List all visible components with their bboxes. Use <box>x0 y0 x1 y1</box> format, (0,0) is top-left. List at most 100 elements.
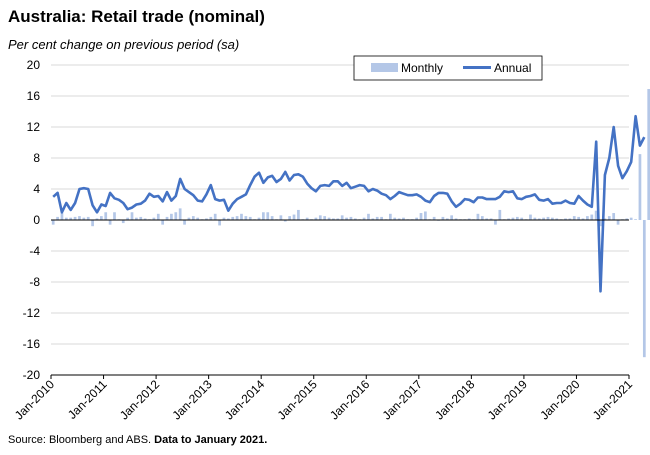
monthly-bar <box>629 217 633 220</box>
x-tick-label: Jan-2012 <box>117 377 163 423</box>
monthly-bar <box>603 218 607 220</box>
monthly-bar <box>292 214 296 220</box>
monthly-bar <box>178 208 182 220</box>
monthly-bar <box>222 217 226 220</box>
monthly-bar <box>494 220 497 225</box>
monthly-bar <box>367 213 370 220</box>
y-tick-label: -4 <box>29 244 40 258</box>
monthly-bar <box>244 216 248 220</box>
monthly-bar <box>73 216 77 220</box>
monthly-bar <box>156 213 160 220</box>
monthly-bar <box>353 218 357 220</box>
monthly-bar <box>515 216 519 220</box>
monthly-bar <box>594 210 598 220</box>
monthly-bar <box>362 217 366 220</box>
y-tick-label: 0 <box>33 213 40 227</box>
x-tick-label: Jan-2010 <box>12 377 58 423</box>
x-tick-label: Jan-2018 <box>432 377 478 423</box>
monthly-bar <box>489 218 493 220</box>
monthly-bar <box>240 213 243 220</box>
chart-subtitle: Per cent change on previous period (sa) <box>8 37 240 52</box>
monthly-bar <box>165 216 169 220</box>
x-tick-label: Jan-2021 <box>590 377 636 423</box>
monthly-bar <box>104 212 108 220</box>
monthly-bar <box>174 212 178 220</box>
monthly-bar <box>551 217 554 220</box>
monthly-bar <box>537 218 541 220</box>
monthly-bar <box>270 216 274 220</box>
monthly-bar <box>130 212 134 220</box>
monthly-bar <box>305 217 309 220</box>
monthly-bar <box>345 217 348 220</box>
y-tick-label: 16 <box>27 89 41 103</box>
monthly-bars <box>51 89 650 358</box>
y-tick-label: 4 <box>33 182 40 196</box>
monthly-bar <box>432 216 436 220</box>
monthly-bar <box>161 220 165 225</box>
monthly-bar <box>314 217 318 220</box>
monthly-bar <box>450 215 454 220</box>
legend-annual-label: Annual <box>494 61 531 75</box>
monthly-bar <box>152 217 156 220</box>
monthly-bar <box>213 213 217 220</box>
monthly-bar <box>533 217 537 220</box>
monthly-bar <box>340 215 344 220</box>
legend: Monthly Annual <box>353 55 543 81</box>
monthly-bar <box>78 216 81 220</box>
x-tick-label: Jan-2015 <box>275 377 321 423</box>
monthly-bar <box>226 218 230 220</box>
monthly-bar <box>415 217 418 220</box>
monthly-bar <box>485 218 489 220</box>
monthly-bar <box>170 213 173 220</box>
y-tick-label: 8 <box>33 151 40 165</box>
source-note: Source: Bloomberg and ABS. Data to Janua… <box>8 434 267 446</box>
monthly-bar <box>476 213 480 220</box>
legend-monthly-swatch <box>371 63 398 72</box>
monthly-bar <box>143 218 147 220</box>
y-tick-label: -20 <box>23 368 41 382</box>
monthly-bar <box>616 220 620 225</box>
monthly-bar <box>64 217 68 220</box>
monthly-bar <box>205 218 208 220</box>
monthly-bar <box>266 212 270 220</box>
monthly-bar <box>388 213 392 220</box>
y-tick-label: 20 <box>27 58 41 72</box>
annual-line <box>52 114 646 293</box>
monthly-bar <box>419 213 423 220</box>
monthly-bar <box>441 216 445 220</box>
monthly-bar <box>86 216 90 220</box>
monthly-bar <box>380 216 383 220</box>
monthly-bar <box>507 218 510 220</box>
monthly-bar <box>590 214 594 220</box>
y-tick-label: 12 <box>27 120 41 134</box>
monthly-bar <box>60 213 64 220</box>
monthly-bar <box>196 217 200 220</box>
monthly-bar <box>498 209 502 220</box>
x-tick-label: Jan-2020 <box>537 377 583 423</box>
monthly-bar <box>318 215 322 220</box>
monthly-bar <box>218 220 221 226</box>
monthly-bar <box>108 220 112 225</box>
y-tick-label: -8 <box>29 275 40 289</box>
monthly-bar <box>349 216 353 220</box>
monthly-bar <box>82 217 86 220</box>
monthly-bar <box>279 215 283 220</box>
monthly-bar <box>113 212 116 220</box>
monthly-bar <box>209 216 213 220</box>
monthly-bar <box>191 216 195 220</box>
monthly-bar <box>375 216 379 220</box>
monthly-bar <box>393 217 397 220</box>
monthly-bar <box>402 217 405 220</box>
monthly-bar <box>454 218 458 220</box>
monthly-bar <box>91 220 94 227</box>
monthly-bar <box>546 216 550 220</box>
x-tick-label: Jan-2016 <box>327 377 373 423</box>
monthly-bar <box>520 217 524 220</box>
monthly-bar <box>283 220 287 222</box>
monthly-bar <box>467 218 471 220</box>
monthly-bar <box>542 217 545 220</box>
monthly-bar <box>581 218 585 220</box>
monthly-bar <box>323 216 327 220</box>
